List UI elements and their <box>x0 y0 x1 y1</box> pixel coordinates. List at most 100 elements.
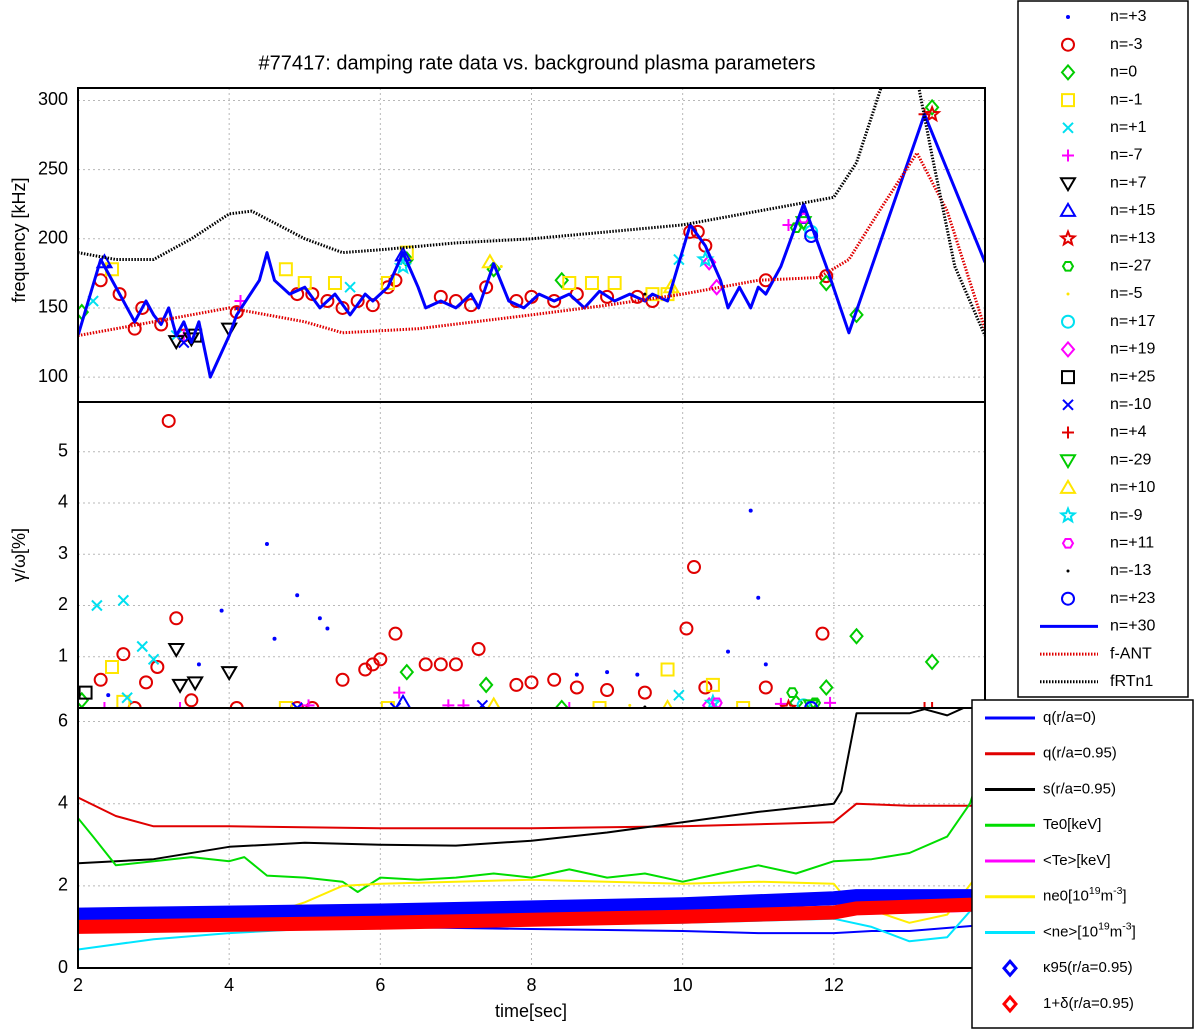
data-point <box>325 626 330 631</box>
data-point <box>278 262 293 277</box>
legend-marker <box>1002 958 1018 978</box>
legend-label: n=-7 <box>1110 147 1143 164</box>
legend-label: n=+13 <box>1110 230 1155 247</box>
data-point <box>756 595 761 600</box>
y-tick-label: 200 <box>38 228 68 248</box>
data-point <box>690 224 705 239</box>
x-axis-label: time[sec] <box>495 1001 567 1021</box>
plot-area <box>78 88 985 402</box>
legend-label: n=+3 <box>1110 8 1147 25</box>
data-point <box>116 647 131 662</box>
data-point <box>849 627 864 645</box>
data-point <box>918 702 931 708</box>
legend-marker <box>1060 591 1076 606</box>
data-point <box>705 677 720 692</box>
legend-marker <box>1066 569 1070 573</box>
data-point <box>264 541 269 546</box>
data-point <box>272 636 277 641</box>
x-tick-label: 12 <box>824 975 844 995</box>
data-point <box>509 294 524 309</box>
legend-label: n=+15 <box>1110 202 1155 219</box>
legend-marker <box>1062 426 1074 439</box>
legend-label: n=+10 <box>1110 479 1155 496</box>
legend-label: q(r/a=0.95) <box>1043 745 1117 762</box>
legend-marker <box>1058 228 1078 247</box>
data-point <box>779 698 798 708</box>
legend-marker <box>1062 149 1074 162</box>
data-point <box>78 685 93 700</box>
y-tick-label: 150 <box>38 297 68 317</box>
data-point <box>167 643 185 659</box>
legend-label: n=+7 <box>1110 174 1147 191</box>
data-point <box>150 660 165 674</box>
data-point <box>574 672 579 677</box>
data-point <box>139 675 154 690</box>
plot-area <box>78 708 985 968</box>
data-point <box>344 281 356 293</box>
legend-label: <ne>[1019m-3] <box>1043 920 1136 940</box>
data-point <box>302 699 315 708</box>
legend-label: n=+4 <box>1110 424 1147 441</box>
y-tick-label: 0 <box>58 957 68 977</box>
x-tick-label: 10 <box>673 975 693 995</box>
data-point <box>600 683 615 698</box>
data-point <box>499 264 503 268</box>
data-point <box>350 294 365 309</box>
data-point <box>584 276 599 291</box>
data-point <box>196 662 201 667</box>
data-point <box>278 701 293 708</box>
legend-label: ne0[1019m-3] <box>1043 885 1127 905</box>
x-tick-label: 6 <box>375 975 385 995</box>
y-tick-label: 4 <box>58 792 68 812</box>
y-tick-label: 6 <box>58 710 68 730</box>
data-point <box>399 663 415 681</box>
data-point <box>547 672 562 687</box>
legend-label: n=+30 <box>1110 618 1155 635</box>
legend-label: n=-10 <box>1110 396 1151 413</box>
y-axis-label: frequency [kHz] <box>9 177 29 302</box>
data-point <box>147 653 160 666</box>
data-point <box>136 640 148 653</box>
legend-box <box>1017 0 1189 698</box>
data-point <box>106 693 111 698</box>
legend-label: n=+25 <box>1110 368 1155 385</box>
data-line <box>78 88 985 337</box>
data-point <box>174 702 187 708</box>
data-point <box>637 685 652 700</box>
data-point <box>924 98 940 116</box>
legend-marker <box>1002 994 1018 1014</box>
data-point <box>748 508 753 513</box>
legend-label: n=+23 <box>1110 590 1155 607</box>
data-point <box>418 657 433 672</box>
data-point <box>736 701 751 708</box>
y-axis-label: γ/ω[%] <box>9 528 29 582</box>
data-point <box>635 672 640 677</box>
data-point <box>297 276 312 291</box>
data-point <box>478 676 494 694</box>
data-point <box>924 653 940 671</box>
data-point <box>789 222 803 234</box>
y-tick-label: 1 <box>58 645 68 665</box>
data-point <box>327 276 342 291</box>
x-tick-label: 8 <box>526 975 536 995</box>
data-point <box>335 672 350 687</box>
data-point <box>127 321 142 336</box>
legend-marker <box>1059 454 1077 470</box>
data-point <box>726 649 731 654</box>
data-point <box>380 276 395 291</box>
data-point <box>389 702 402 708</box>
data-point <box>758 680 773 695</box>
data-point <box>291 702 303 708</box>
data-point <box>794 216 813 232</box>
data-line <box>78 796 985 830</box>
data-point <box>448 657 463 672</box>
legend-marker <box>1058 505 1078 524</box>
legend-label: n=-27 <box>1110 258 1151 275</box>
legend-label: n=-3 <box>1110 36 1143 53</box>
legend-label: κ95(r/a=0.95) <box>1043 959 1133 976</box>
legend-label: n=0 <box>1110 64 1137 81</box>
legend-label: n=+1 <box>1110 119 1147 136</box>
legend-marker <box>1061 93 1075 108</box>
data-point <box>229 701 244 708</box>
